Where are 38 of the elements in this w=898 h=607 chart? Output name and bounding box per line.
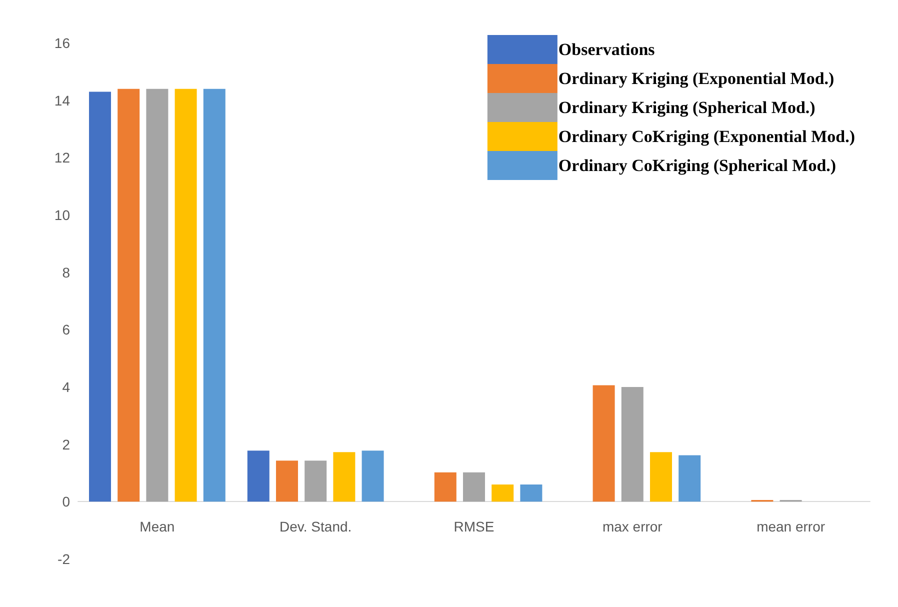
bar <box>434 472 456 502</box>
legend-label: Ordinary CoKriging (Spherical Mod.) <box>558 156 836 175</box>
x-tick-label: max error <box>602 518 663 535</box>
y-tick-label: 6 <box>62 322 70 338</box>
bar <box>247 450 270 502</box>
bar <box>650 452 672 502</box>
bar <box>678 455 701 502</box>
x-tick-label: Mean <box>140 518 175 535</box>
y-tick-label: 16 <box>54 35 70 51</box>
y-tick-label: 8 <box>62 264 70 280</box>
bar <box>463 472 485 502</box>
y-tick-label: 14 <box>54 92 70 108</box>
bar <box>203 88 226 502</box>
bar <box>333 452 356 502</box>
legend-label: Ordinary Kriging (Exponential Mod.) <box>558 69 834 88</box>
bar <box>621 387 644 502</box>
y-tick-label: 10 <box>54 207 70 223</box>
bar <box>520 484 542 502</box>
bar <box>89 92 111 502</box>
bar <box>174 88 197 502</box>
bar <box>276 460 298 502</box>
legend-label: Observations <box>558 40 656 59</box>
y-tick-label: 12 <box>54 150 70 166</box>
y-tick-label: 4 <box>62 379 70 395</box>
x-tick-label: mean error <box>756 518 826 535</box>
legend-label: Ordinary Kriging (Spherical Mod.) <box>558 98 816 117</box>
bar <box>118 88 140 502</box>
bar <box>592 385 615 502</box>
x-tick-label: RMSE <box>454 518 494 535</box>
bar <box>146 88 168 502</box>
legend-label: Ordinary CoKriging (Exponential Mod.) <box>558 127 856 146</box>
y-tick-label: -2 <box>58 551 70 567</box>
bar <box>362 450 384 502</box>
y-tick-label: 0 <box>62 494 70 510</box>
bar <box>304 460 327 502</box>
x-tick-label: Dev. Stand. <box>280 518 352 535</box>
y-tick-label: 2 <box>62 436 70 452</box>
bar <box>492 484 514 502</box>
